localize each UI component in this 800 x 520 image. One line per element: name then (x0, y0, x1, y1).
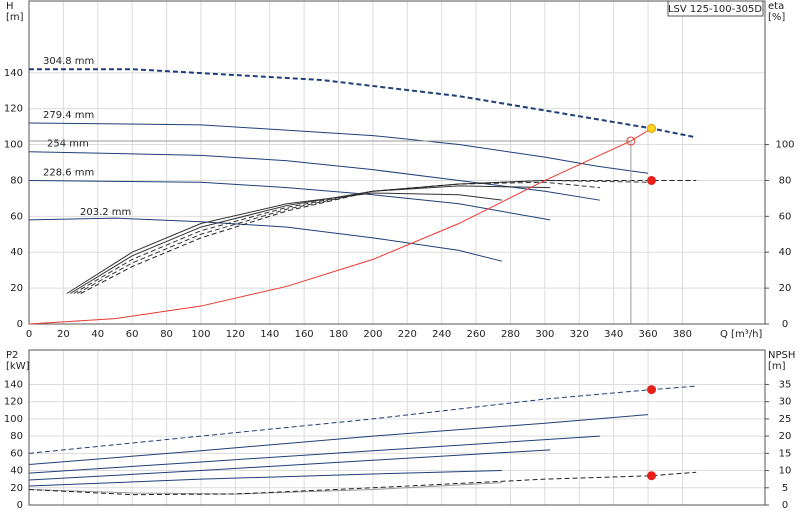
x-tick-label: 120 (226, 329, 245, 340)
x-tick-label: 240 (432, 329, 451, 340)
x-tick-label: 0 (26, 329, 32, 340)
title-box (667, 0, 764, 17)
y-tick-label: 80 (10, 431, 23, 442)
x-tick-label: 280 (501, 329, 520, 340)
x-tick-label: 80 (160, 329, 173, 340)
y2-tick-label: 15 (779, 448, 792, 459)
curve (80, 179, 697, 294)
curve (28, 151, 600, 201)
curve (66, 192, 502, 294)
y-tick-label: 0 (17, 319, 23, 330)
y-tick-label: 140 (4, 379, 23, 390)
y-axis-label: [m] (6, 12, 24, 23)
x-tick-label: 20 (57, 329, 70, 340)
y-tick-label: 0 (17, 500, 23, 511)
y-tick-label: 80 (10, 175, 23, 186)
duty-point (647, 471, 657, 481)
y2-tick-label: 0 (782, 319, 788, 330)
y-axis-label: H (6, 1, 14, 12)
x-tick-label: 100 (191, 329, 210, 340)
curve (73, 181, 600, 294)
curve (28, 471, 697, 496)
y-tick-label: 60 (10, 448, 23, 459)
plot-frame (28, 349, 766, 506)
curve (28, 122, 649, 174)
curve (70, 185, 551, 294)
x-tick-label: 180 (329, 329, 348, 340)
curve (28, 127, 652, 325)
curve (28, 470, 502, 487)
y2-tick-label: 20 (779, 431, 792, 442)
y2-tick-label: 0 (782, 500, 788, 511)
y2-axis-label: [m] (768, 361, 786, 372)
duty-point (647, 123, 657, 133)
duty-point (647, 175, 657, 185)
y-tick-label: 120 (4, 104, 23, 115)
curve-label: 228.6 mm (43, 167, 94, 178)
curve (28, 217, 503, 262)
plot-frame (28, 0, 766, 325)
chart-panel: 0 20 40 60 80 100 120 140 0 20 40 60 80 100 0 20 40 60 80 1… (4, 0, 795, 340)
curve (28, 449, 551, 481)
duty-point (626, 136, 636, 146)
curve (29, 68, 697, 139)
curve-label: 203.2 mm (80, 207, 131, 218)
y-tick-label: 120 (4, 397, 23, 408)
curve (28, 435, 600, 474)
curve (28, 482, 502, 495)
y2-axis-label: eta (768, 1, 784, 12)
x-tick-label: 200 (363, 329, 382, 340)
x-tick-label: 40 (91, 329, 104, 340)
curve (28, 179, 551, 221)
curve (28, 385, 697, 454)
y2-tick-label: 60 (779, 211, 792, 222)
y2-tick-label: 80 (779, 175, 792, 186)
curve (28, 414, 649, 466)
y2-tick-label: 5 (782, 483, 788, 494)
y2-tick-label: 40 (779, 247, 792, 258)
y-tick-label: 20 (10, 283, 23, 294)
duty-point (647, 385, 657, 395)
y2-tick-label: 30 (779, 397, 792, 408)
x-tick-label: 260 (467, 329, 486, 340)
y-tick-label: 60 (10, 211, 23, 222)
chart-panel: 0 20 40 60 80 100 120 140 0 5 10 15 20 25 30 35 P2[kW] NP… (4, 349, 795, 511)
curve (76, 179, 649, 294)
x-tick-label: 60 (126, 329, 139, 340)
y2-axis-label: [%] (768, 12, 785, 23)
x-tick-label: 160 (295, 329, 314, 340)
y-tick-label: 40 (10, 247, 23, 258)
y2-tick-label: 20 (779, 283, 792, 294)
y2-tick-label: 10 (779, 466, 792, 477)
x-tick-label: 320 (570, 329, 589, 340)
y-tick-label: 100 (4, 140, 23, 151)
x-tick-label: 380 (673, 329, 692, 340)
x-tick-label: 140 (260, 329, 279, 340)
y2-tick-label: 25 (779, 414, 792, 425)
y-axis-label: [kW] (6, 361, 30, 372)
y-tick-label: 100 (4, 414, 23, 425)
y-axis-label: P2 (6, 350, 18, 361)
y2-tick-label: 100 (775, 140, 794, 151)
x-tick-label: 300 (535, 329, 554, 340)
x-axis-label: Q [m³/h] (720, 329, 762, 340)
y2-tick-label: 35 (779, 379, 792, 390)
x-tick-label: 220 (398, 329, 417, 340)
y-tick-label: 40 (10, 466, 23, 477)
curve-label: 279.4 mm (43, 110, 94, 121)
curve-label: 304.8 mm (43, 56, 94, 67)
y-tick-label: 20 (10, 483, 23, 494)
x-tick-label: 340 (604, 329, 623, 340)
curve-label: 254 mm (47, 139, 89, 150)
chart-title: LSV 125-100-305D (668, 4, 762, 15)
x-tick-label: 360 (639, 329, 658, 340)
y2-axis-label: NPSH (768, 350, 795, 361)
y-tick-label: 140 (4, 68, 23, 79)
